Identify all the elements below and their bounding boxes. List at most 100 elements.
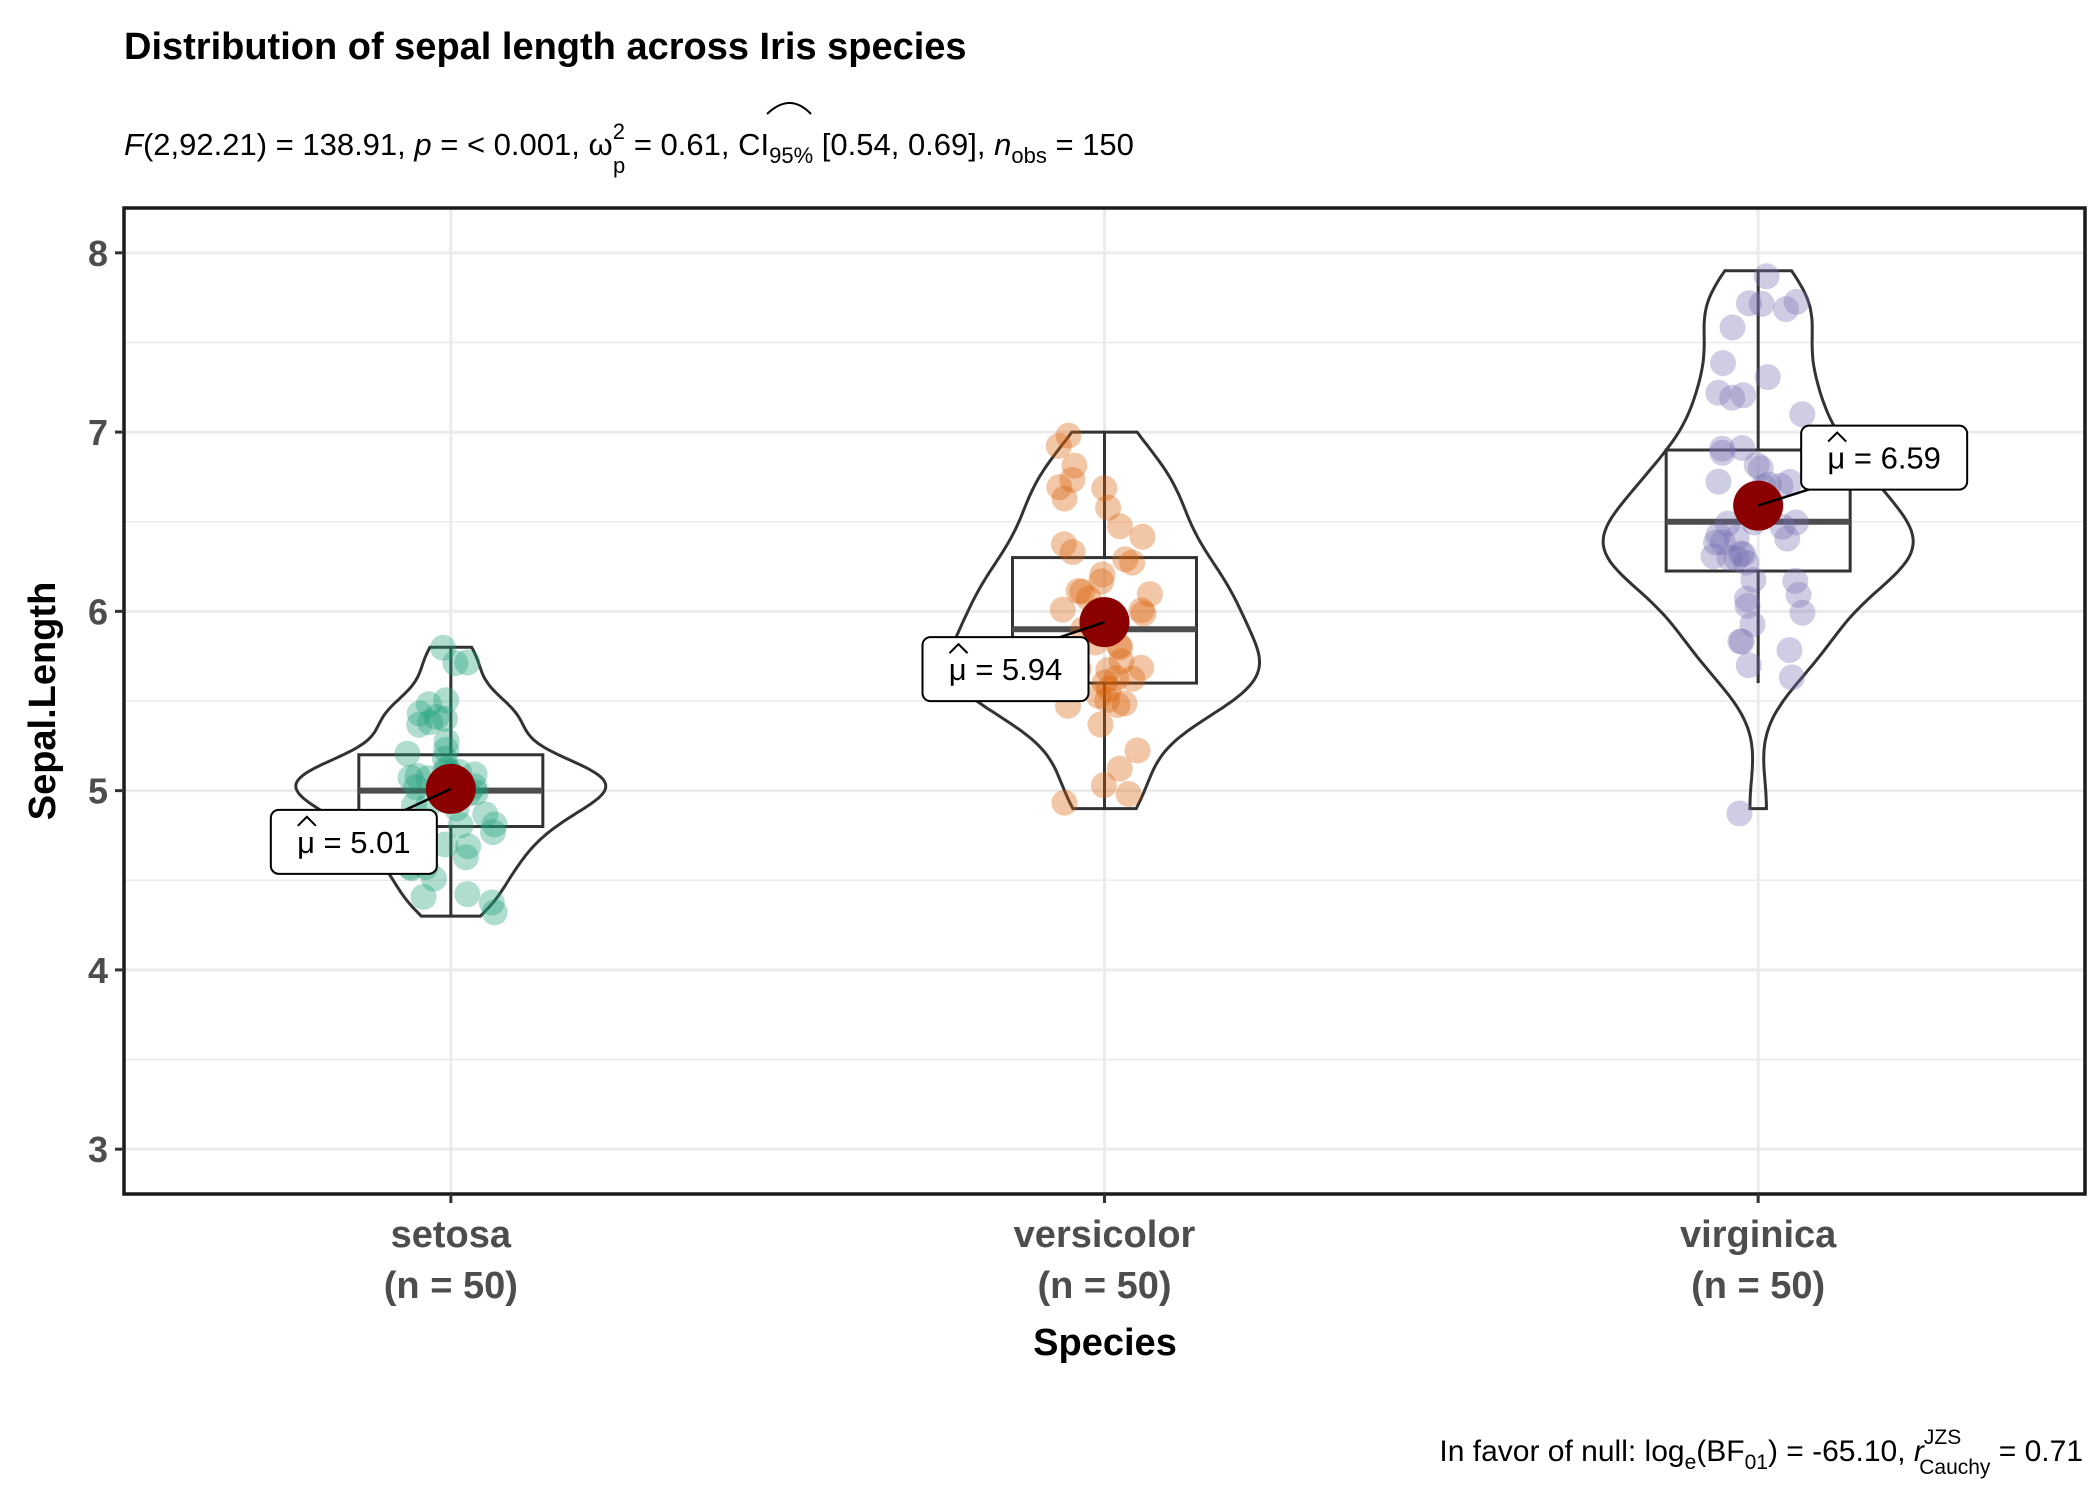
- subtitle-ci-value: [0.54, 0.69],: [813, 127, 994, 162]
- data-point-versicolor: [1136, 581, 1163, 608]
- subtitle-n-value: = 150: [1047, 127, 1134, 162]
- data-point-versicolor: [1089, 561, 1116, 588]
- mean-label-setosa: μ = 5.01: [297, 825, 411, 860]
- chart-title: Distribution of sepal length across Iris…: [124, 26, 967, 68]
- data-point-versicolor: [1059, 539, 1086, 565]
- data-point-setosa: [430, 634, 457, 661]
- data-point-virginica: [1727, 628, 1754, 655]
- data-point-versicolor: [1119, 549, 1146, 576]
- data-point-versicolor: [1111, 690, 1138, 717]
- caption-bf-open: (BF: [1696, 1435, 1744, 1468]
- data-point-virginica: [1733, 585, 1760, 612]
- data-point-versicolor: [1091, 475, 1118, 502]
- mean-label-versicolor: μ = 5.94: [949, 652, 1063, 687]
- data-point-virginica: [1719, 314, 1746, 341]
- data-point-setosa: [454, 881, 481, 908]
- data-point-versicolor: [1095, 494, 1122, 521]
- data-point-versicolor: [1128, 597, 1155, 624]
- caption-r-sub: Cauchy: [1919, 1456, 1991, 1479]
- x-tick-label-virginica: virginica: [1680, 1214, 1837, 1256]
- y-tick-label: 8: [88, 233, 108, 274]
- box-versicolor: [1011, 556, 1198, 685]
- data-point-virginica: [1782, 567, 1809, 594]
- data-point-virginica: [1730, 541, 1757, 568]
- data-point-versicolor: [1106, 513, 1133, 540]
- data-point-versicolor: [1085, 682, 1112, 709]
- data-point-virginica: [1789, 599, 1816, 626]
- data-point-versicolor: [1119, 665, 1146, 692]
- x-tick-label-setosa: setosa: [391, 1214, 512, 1256]
- subtitle-n-sub: obs: [1011, 143, 1046, 168]
- mean-label-box-virginica: [1800, 424, 1969, 491]
- x-tick-n-setosa: (n = 50): [384, 1265, 518, 1307]
- data-point-versicolor: [1128, 654, 1155, 681]
- mu-hat-versicolor: [948, 642, 969, 654]
- data-point-versicolor: [1095, 657, 1122, 683]
- omega-hat: [766, 102, 812, 115]
- data-point-virginica: [1709, 529, 1736, 556]
- data-point-setosa: [394, 740, 421, 767]
- data-point-setosa: [423, 704, 450, 731]
- mean-label-box-versicolor: [921, 636, 1090, 703]
- x-axis-title: Species: [1033, 1322, 1177, 1364]
- data-point-versicolor: [1055, 422, 1082, 449]
- subtitle-f-label: F: [124, 127, 145, 162]
- data-point-virginica: [1705, 468, 1732, 495]
- data-point-versicolor: [1069, 578, 1096, 605]
- data-point-versicolor: [1087, 711, 1114, 738]
- data-point-virginica: [1739, 611, 1766, 638]
- data-point-virginica: [1716, 544, 1743, 571]
- data-point-virginica: [1743, 452, 1770, 478]
- data-point-setosa: [404, 763, 431, 789]
- data-point-setosa: [455, 833, 482, 860]
- data-point-setosa: [431, 705, 458, 732]
- data-point-virginica: [1785, 581, 1812, 608]
- data-point-virginica: [1789, 401, 1816, 428]
- data-point-virginica: [1783, 288, 1810, 315]
- data-point-virginica: [1754, 364, 1781, 391]
- subtitle-omega-sub: p: [613, 153, 625, 178]
- data-point-setosa: [417, 709, 444, 736]
- data-point-virginica: [1748, 290, 1775, 317]
- data-point-virginica: [1774, 525, 1801, 552]
- data-point-virginica: [1734, 592, 1761, 619]
- data-point-virginica: [1733, 549, 1760, 576]
- data-point-setosa: [447, 812, 474, 839]
- data-point-virginica: [1705, 522, 1732, 549]
- data-point-virginica: [1723, 545, 1750, 572]
- data-point-virginica: [1730, 382, 1757, 409]
- data-point-virginica: [1723, 524, 1750, 551]
- data-point-virginica: [1776, 637, 1803, 664]
- subtitle-omega: ω: [589, 127, 613, 162]
- data-point-setosa: [406, 700, 433, 727]
- violin-virginica: [1601, 269, 1915, 811]
- data-point-virginica: [1740, 566, 1767, 593]
- data-point-versicolor: [1050, 531, 1077, 558]
- caption-prefix: In favor of null: log: [1439, 1435, 1684, 1468]
- subtitle-p-value: = < 0.001,: [432, 127, 589, 162]
- data-point-virginica: [1710, 350, 1736, 377]
- data-point-setosa: [481, 811, 508, 838]
- data-point-setosa: [415, 691, 442, 718]
- y-tick-label: 7: [88, 412, 108, 453]
- data-point-setosa: [454, 649, 481, 676]
- mu-hat-setosa: [297, 815, 317, 827]
- data-point-virginica: [1773, 296, 1799, 323]
- y-axis-ticks: 3 4 5 6 7 8: [88, 233, 124, 1170]
- chart-subtitle: F(2,92.21) = 138.91, p = < 0.001, ω2 p = …: [124, 119, 1134, 178]
- subtitle-p-label: p: [413, 127, 431, 162]
- x-tick-n-virginica: (n = 50): [1691, 1265, 1825, 1307]
- data-point-versicolor: [1130, 600, 1157, 627]
- mean-label-box-setosa: [269, 808, 438, 875]
- data-point-virginica: [1714, 510, 1741, 537]
- data-point-setosa: [472, 801, 499, 828]
- data-point-virginica: [1778, 664, 1805, 691]
- data-point-versicolor: [1104, 692, 1131, 718]
- data-point-virginica: [1736, 290, 1762, 317]
- subtitle-n-label: n: [994, 127, 1011, 162]
- data-point-setosa: [402, 774, 429, 801]
- data-point-versicolor: [1061, 452, 1088, 479]
- data-point-setosa: [433, 687, 460, 714]
- data-point-versicolor: [1065, 578, 1092, 604]
